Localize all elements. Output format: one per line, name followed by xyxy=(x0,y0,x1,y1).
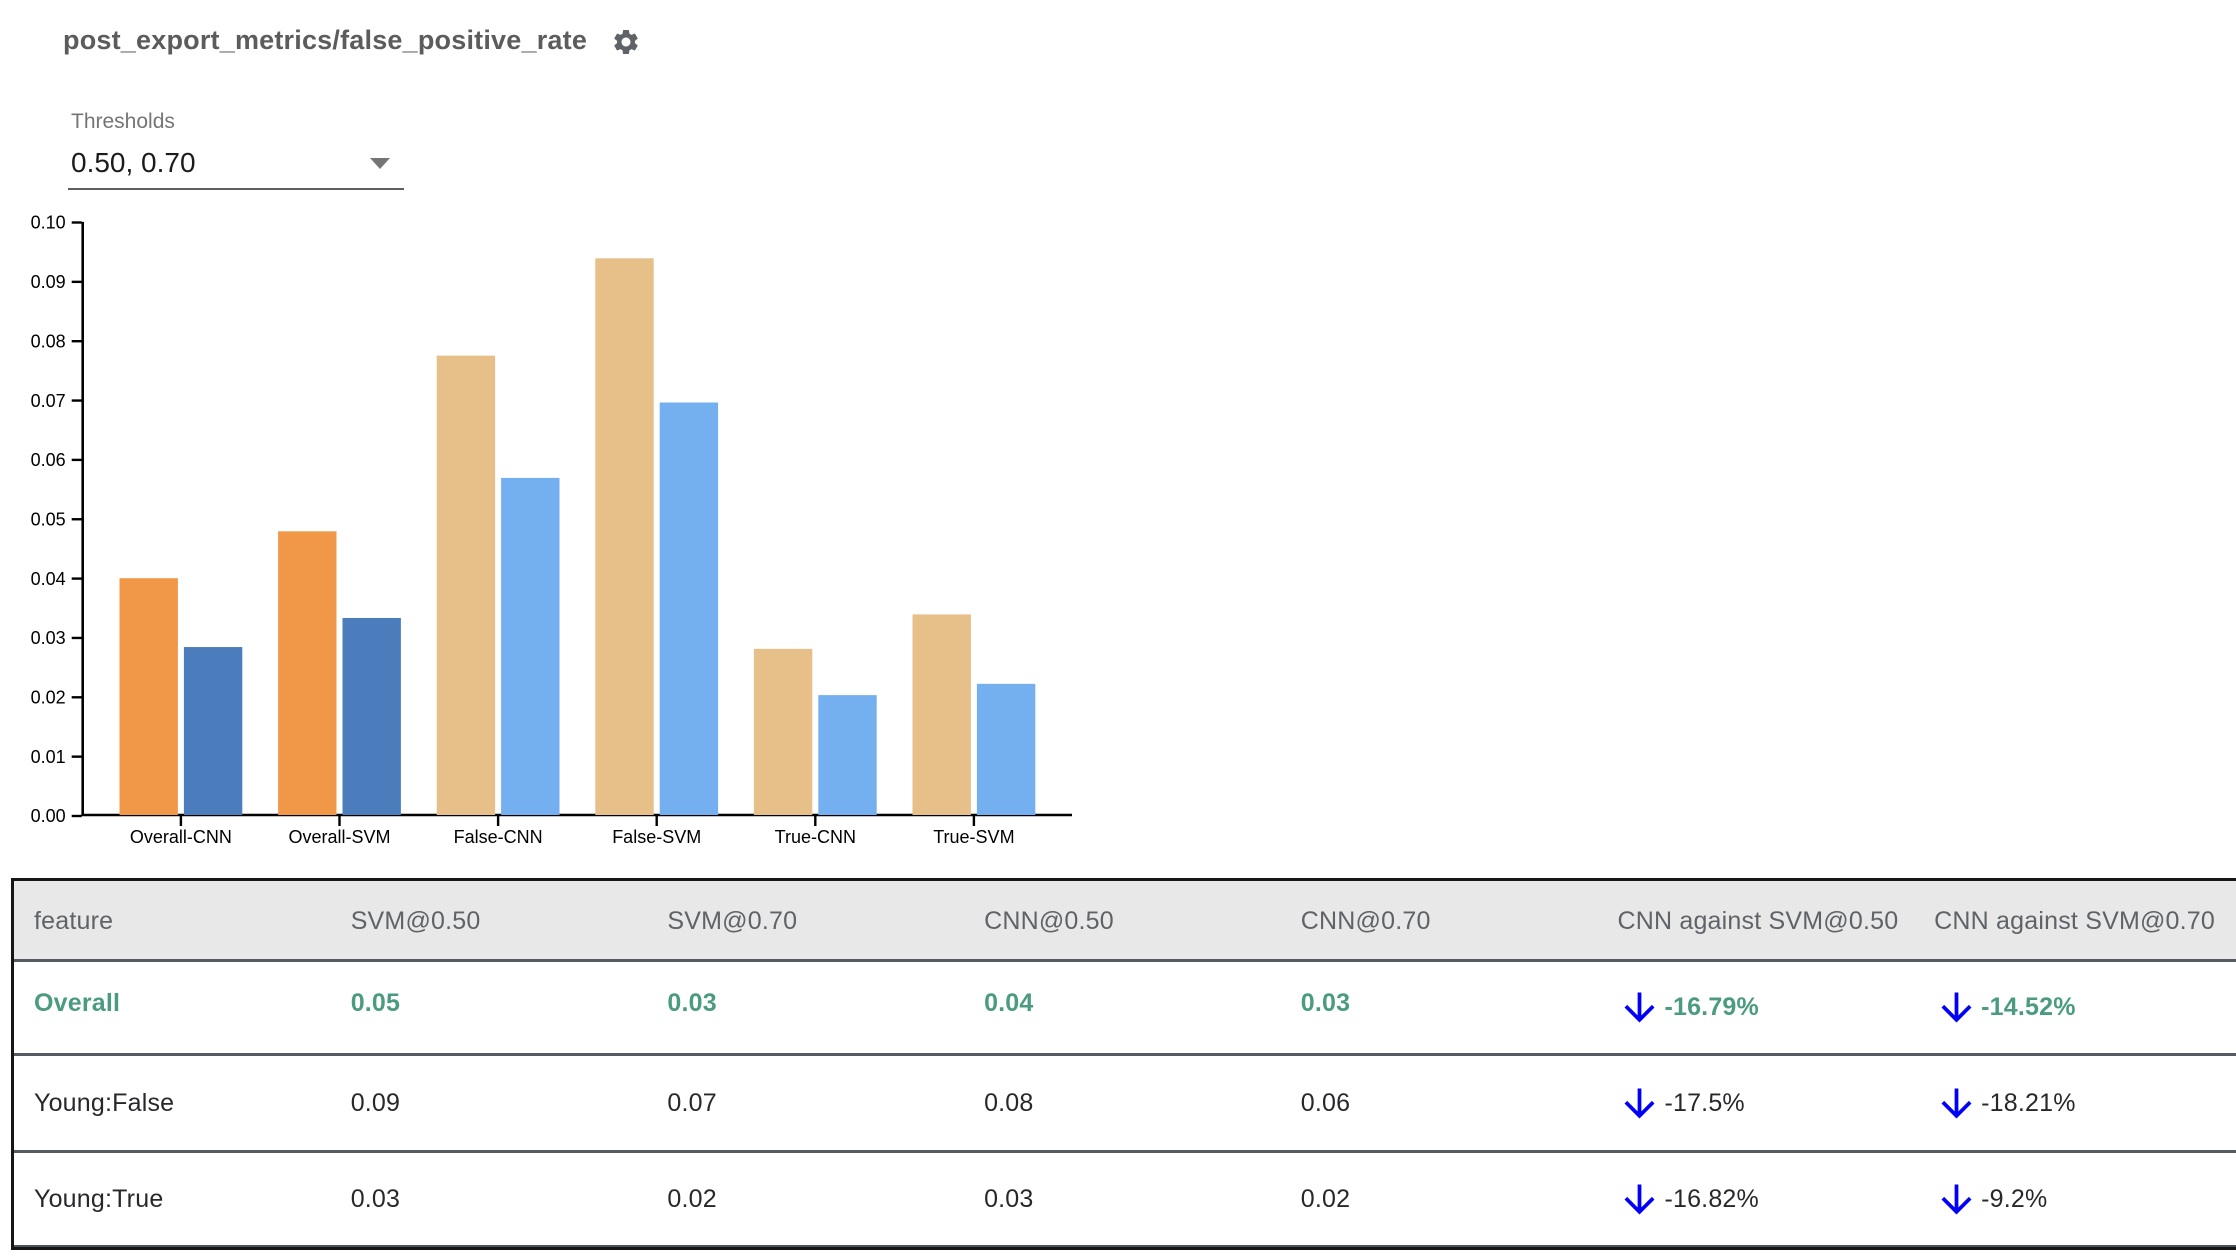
svg-text:0.02: 0.02 xyxy=(31,688,66,708)
svg-text:True-SVM: True-SVM xyxy=(933,827,1014,847)
svg-text:0.10: 0.10 xyxy=(31,213,66,233)
svg-text:0.09: 0.09 xyxy=(31,272,66,292)
svg-text:False-CNN: False-CNN xyxy=(454,827,543,847)
svg-text:0.04: 0.04 xyxy=(31,569,66,589)
svg-text:True-CNN: True-CNN xyxy=(775,827,856,847)
svg-text:0.00: 0.00 xyxy=(31,806,66,826)
svg-text:0.06: 0.06 xyxy=(31,450,66,470)
svg-text:False-SVM: False-SVM xyxy=(612,827,701,847)
svg-text:Overall-CNN: Overall-CNN xyxy=(130,827,232,847)
svg-text:0.05: 0.05 xyxy=(31,509,66,529)
svg-text:0.08: 0.08 xyxy=(31,331,66,351)
svg-text:0.03: 0.03 xyxy=(31,628,66,648)
svg-text:0.07: 0.07 xyxy=(31,391,66,411)
svg-text:Overall-SVM: Overall-SVM xyxy=(288,827,390,847)
svg-text:0.01: 0.01 xyxy=(31,747,66,767)
